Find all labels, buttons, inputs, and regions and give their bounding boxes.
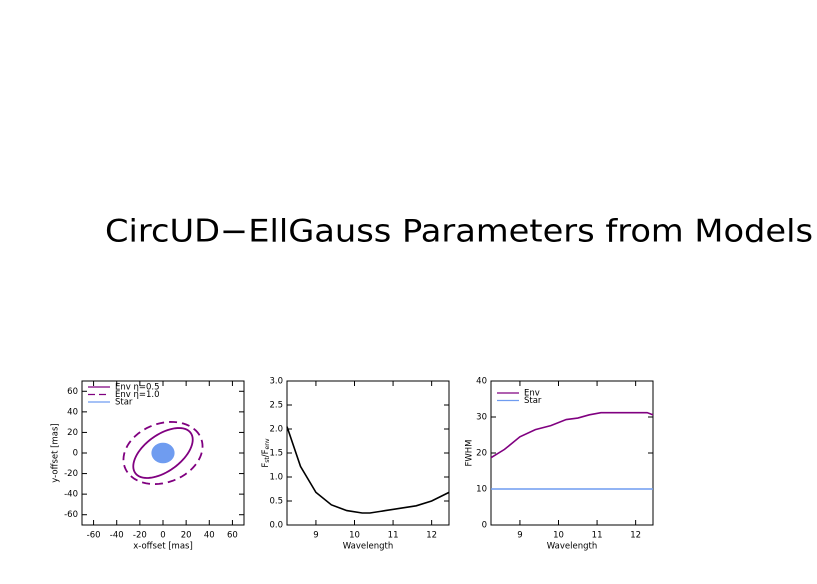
x-tick-label: 12: [426, 531, 437, 541]
data-line: [286, 426, 450, 514]
x-tick-label: 12: [630, 531, 641, 541]
y-axis-label: Fst/Fenv: [261, 438, 271, 468]
x-tick-label: 60: [227, 531, 238, 541]
x-tick-label: 10: [349, 531, 360, 541]
y-tick-label: 2.0: [269, 425, 283, 435]
y-tick-label: 40: [67, 407, 78, 417]
y-tick-label: 0.5: [269, 497, 283, 507]
y-tick-label: -20: [64, 469, 78, 479]
x-axis-label: x-offset [mas]: [133, 542, 193, 552]
x-tick-label: 11: [592, 531, 603, 541]
figure-title: CircUD−EllGauss Parameters from Models: [105, 214, 813, 250]
y-tick-label: 1.0: [269, 473, 283, 483]
panel: 9 10 11 12 0.0 0.5 1.0 1.5 2.0 2.5 3.0 Wavelength Fs…: [261, 377, 450, 552]
x-axis-label: Wavelength: [547, 542, 597, 552]
y-axis-label-part: F: [261, 463, 271, 468]
y-axis-label-part: /F: [261, 449, 271, 457]
y-tick-label: -60: [64, 510, 78, 520]
y-tick-label: 30: [476, 413, 487, 423]
y-tick-label: 3.0: [269, 377, 283, 387]
envelope-ellipse: [132, 427, 194, 479]
star-disk: [151, 442, 175, 464]
x-tick-label: 10: [553, 531, 564, 541]
y-axis-label: y-offset [mas]: [51, 423, 61, 482]
y-tick-label: 10: [476, 485, 487, 495]
legend-label: Env: [524, 389, 540, 399]
x-tick-label: -20: [133, 531, 147, 541]
x-tick-label: 9: [313, 531, 318, 541]
legend-label: Star: [115, 398, 133, 408]
y-tick-label: 1.5: [269, 449, 283, 459]
legend-label: Star: [524, 396, 542, 406]
y-axis-label-part: st: [264, 457, 271, 463]
x-tick-label: 11: [388, 531, 399, 541]
y-tick-label: 40: [476, 377, 487, 387]
x-tick-label: 9: [517, 531, 522, 541]
y-tick-label: 0: [73, 449, 78, 459]
plot-frame: [490, 380, 654, 526]
data-line: [490, 411, 654, 459]
envelope-ellipse: [122, 421, 204, 485]
y-axis-label: FWHM: [465, 439, 475, 466]
y-tick-label: 60: [67, 387, 78, 397]
y-tick-label: 20: [67, 428, 78, 438]
y-tick-label: 0.0: [269, 521, 283, 531]
legend-label: Env η=1.0: [115, 390, 160, 400]
y-tick-label: 2.5: [269, 401, 283, 411]
x-tick-label: 0: [160, 531, 165, 541]
y-tick-label: 0: [482, 521, 487, 531]
x-tick-label: 40: [204, 531, 215, 541]
panel: -60 -40 -20 0 20 40 60 -60 -40 -20 0 20 40 60 x-offset…: [51, 380, 245, 552]
x-axis-label: Wavelength: [343, 542, 393, 552]
legend-label: Env η=0.5: [115, 383, 160, 393]
y-tick-label: -40: [64, 490, 78, 500]
y-tick-label: 20: [476, 449, 487, 459]
x-tick-label: -60: [87, 531, 101, 541]
y-axis-label-part: env: [264, 438, 271, 449]
x-tick-label: 20: [181, 531, 192, 541]
x-tick-label: -40: [110, 531, 124, 541]
